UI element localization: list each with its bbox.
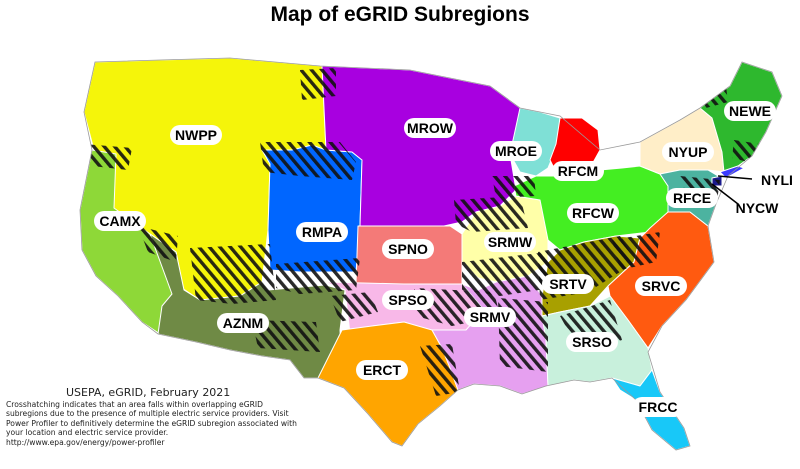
label-text-erct: ERCT xyxy=(363,362,402,378)
label-text-rfcm: RFCM xyxy=(558,163,598,179)
label-pill xyxy=(632,397,684,417)
label-pill xyxy=(217,313,269,333)
label-pill xyxy=(490,141,542,161)
note-body: Crosshatching indicates that an area fal… xyxy=(6,400,297,438)
label-pill xyxy=(542,274,594,294)
label-pill xyxy=(356,360,408,380)
label-srmw: SRMW xyxy=(484,232,536,252)
label-text-newe: NEWE xyxy=(729,103,771,119)
label-text-mrow: MROW xyxy=(407,120,454,136)
crosshatch-zone xyxy=(612,232,660,270)
map-note: USEPA, eGRID, February 2021 Crosshatchin… xyxy=(6,386,306,447)
label-pill xyxy=(464,307,516,327)
crosshatch-zone xyxy=(260,142,356,180)
label-text-rfce: RFCE xyxy=(673,190,711,206)
crosshatch-zone xyxy=(276,258,360,294)
label-rfce: RFCE xyxy=(666,188,718,208)
nycw-leader-line xyxy=(711,183,739,205)
label-text-spso: SPSO xyxy=(389,292,428,308)
label-text-nyup: NYUP xyxy=(669,144,708,160)
label-text-srtv: SRTV xyxy=(549,276,587,292)
note-source: USEPA, eGRID, February 2021 xyxy=(66,386,231,399)
label-nwpp: NWPP xyxy=(170,125,222,145)
label-srvc: SRVC xyxy=(635,276,687,296)
label-text-aznm: AZNM xyxy=(223,315,263,331)
label-text-camx: CAMX xyxy=(99,213,141,229)
label-frcc: FRCC xyxy=(632,397,684,417)
crosshatch-zone xyxy=(462,252,552,296)
label-text-rmpa: RMPA xyxy=(302,224,342,240)
crosshatch-zone xyxy=(420,344,460,396)
label-srso: SRSO xyxy=(566,332,618,352)
label-text-srmv: SRMV xyxy=(470,309,511,325)
label-text-srso: SRSO xyxy=(572,334,612,350)
crosshatch-zone xyxy=(190,244,276,304)
label-srtv: SRTV xyxy=(542,274,594,294)
label-text-srvc: SRVC xyxy=(642,278,681,294)
label-pill xyxy=(484,232,536,252)
label-nycw: NYCW xyxy=(736,200,780,216)
label-nyli: NYLI xyxy=(761,172,793,188)
crosshatch-zone xyxy=(300,68,336,100)
label-mroe: MROE xyxy=(490,141,542,161)
label-text-mroe: MROE xyxy=(495,143,537,159)
label-text-spno: SPNO xyxy=(388,241,428,257)
map-title: Map of eGRID Subregions xyxy=(270,3,530,26)
label-nyup: NYUP xyxy=(662,142,714,162)
label-pill xyxy=(724,101,776,121)
label-pill xyxy=(94,211,146,231)
label-srmv: SRMV xyxy=(464,307,516,327)
crosshatch-zone xyxy=(252,320,320,352)
label-rfcw: RFCW xyxy=(567,203,619,223)
label-rfcm: RFCM xyxy=(552,161,604,181)
label-text-nwpp: NWPP xyxy=(175,127,217,143)
region-labels: NWPP CAMX AZNM RMPA MROW SPNO SPSO ERCT SRMW SRMV… xyxy=(94,101,793,417)
crosshatch-zone xyxy=(330,292,378,322)
label-text-rfcw: RFCW xyxy=(572,205,615,221)
label-pill xyxy=(170,125,222,145)
label-spno: SPNO xyxy=(382,239,434,259)
crosshatch-zone xyxy=(492,176,536,198)
label-pill xyxy=(552,161,604,181)
note-url: http://www.epa.gov/energy/power-profiler xyxy=(6,437,165,447)
label-newe: NEWE xyxy=(724,101,776,121)
crosshatch-zone xyxy=(84,144,132,170)
label-text-nyli: NYLI xyxy=(761,172,793,188)
label-pill xyxy=(296,222,348,242)
label-pill xyxy=(566,332,618,352)
label-pill xyxy=(635,276,687,296)
label-erct: ERCT xyxy=(356,360,408,380)
label-pill xyxy=(662,142,714,162)
label-pill xyxy=(666,188,718,208)
crosshatch-zone xyxy=(454,196,528,232)
label-aznm: AZNM xyxy=(217,313,269,333)
nyli-leader-line xyxy=(717,175,753,180)
label-camx: CAMX xyxy=(94,211,146,231)
label-pill xyxy=(567,203,619,223)
label-mrow: MROW xyxy=(404,118,456,138)
crosshatch-zone xyxy=(732,140,760,162)
label-pill xyxy=(382,290,434,310)
label-text-nycw: NYCW xyxy=(736,200,780,216)
label-pill xyxy=(382,239,434,259)
crosshatch-zone xyxy=(138,226,178,262)
label-text-srmw: SRMW xyxy=(488,234,533,250)
label-rmpa: RMPA xyxy=(296,222,348,242)
label-text-frcc: FRCC xyxy=(639,399,678,415)
label-pill xyxy=(404,118,456,138)
label-spso: SPSO xyxy=(382,290,434,310)
